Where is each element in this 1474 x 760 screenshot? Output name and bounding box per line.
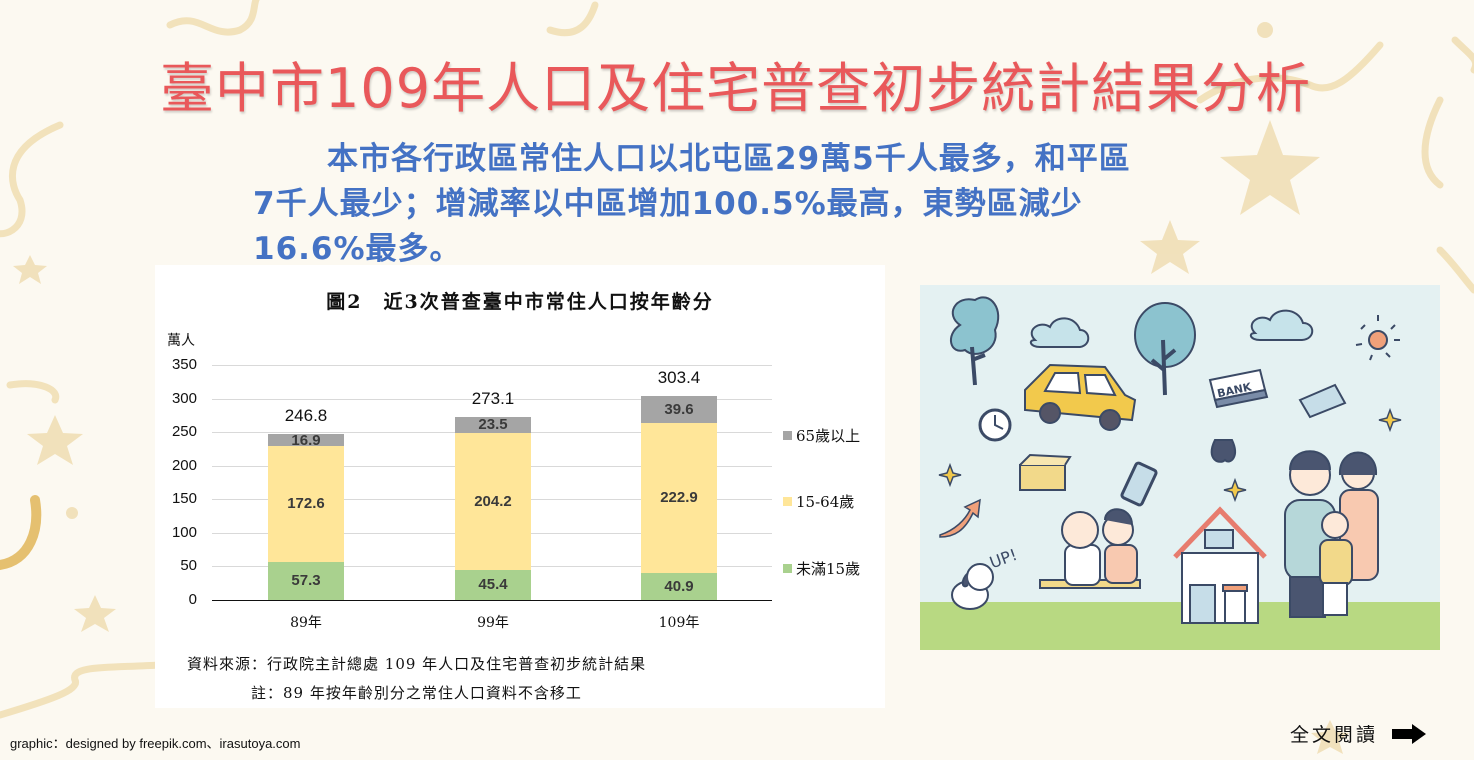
summary-line-1: 本市各行政區常住人口以北屯區29萬5千人最多，和平區 <box>327 141 1131 177</box>
slide-title: 臺中市109年人口及住宅普查初步統計結果分析 <box>160 57 1312 120</box>
legend-item: 未滿15歲 <box>783 558 860 579</box>
illustration-scene-icon: BANK UP! <box>920 296 1440 650</box>
read-more-label: 全文閱讀 <box>1290 724 1379 746</box>
summary-line-2: 7千人最少；增減率以中區增加100.5%最高，東勢區減少 <box>253 186 1083 222</box>
read-full-text-link[interactable]: 全文閱讀 <box>1290 720 1427 747</box>
bar-segment-未滿15歲: 45.4 <box>455 569 531 600</box>
family-house-illustration: BANK UP! <box>920 285 1440 650</box>
gridline <box>212 365 772 367</box>
bar-segment-65歲以上: 16.9 <box>268 432 344 449</box>
chart-note: 註：89 年按年齡別分之常住人口資料不含移工 <box>251 684 582 702</box>
legend-item: 15-64歲 <box>783 491 854 512</box>
y-tick-label: 150 <box>171 490 197 508</box>
summary-paragraph: 本市各行政區常住人口以北屯區29萬5千人最多，和平區 7千人最少；增減率以中區增… <box>253 137 1263 272</box>
y-tick-label: 50 <box>180 557 197 575</box>
x-axis-label: 89年 <box>290 615 322 631</box>
data-source: 資料來源：行政院主計總處 109 年人口及住宅普查初步統計結果 <box>187 655 647 673</box>
x-axis-label: 99年 <box>477 615 509 631</box>
chart-title: 圖2 近3次普查臺中市常住人口按年齡分 <box>326 291 714 313</box>
chart-panel: 圖2 近3次普查臺中市常住人口按年齡分 萬人 0 50 100 150 200 250 30… <box>155 265 885 708</box>
bar-segment-15-64歲: 222.9 <box>641 422 717 573</box>
bar-total-label: 303.4 <box>657 368 701 388</box>
summary-line-3: 16.6%最多。 <box>253 231 462 267</box>
x-axis-label: 109年 <box>658 615 700 631</box>
legend-label: 65歲以上 <box>796 427 861 445</box>
bar-total-label: 273.1 <box>471 388 515 408</box>
graphic-credit: graphic：designed by freepik.com、irasutoy… <box>10 736 301 751</box>
legend-label: 15-64歲 <box>796 493 855 511</box>
y-tick-label: 300 <box>171 389 197 407</box>
right-arrow-icon[interactable] <box>1392 723 1427 744</box>
bar-segment-65歲以上: 39.6 <box>641 396 717 423</box>
gridline <box>212 398 772 400</box>
legend-swatch-icon <box>783 564 792 573</box>
bar-segment-15-64歲: 172.6 <box>268 445 344 562</box>
bar-segment-15-64歲: 204.2 <box>455 432 531 570</box>
bar-segment-未滿15歲: 40.9 <box>641 572 717 600</box>
bar-total-label: 246.8 <box>284 406 328 426</box>
bar-segment-65歲以上: 23.5 <box>455 416 531 433</box>
legend-swatch-icon <box>783 497 792 506</box>
y-tick-label: 350 <box>171 356 197 374</box>
svg-text:UP!: UP! <box>987 545 1020 572</box>
y-axis-unit: 萬人 <box>167 333 195 349</box>
y-tick-label: 100 <box>171 523 197 541</box>
y-tick-label: 250 <box>171 423 197 441</box>
bar-segment-未滿15歲: 57.3 <box>268 561 344 600</box>
x-axis-line <box>212 600 772 601</box>
legend-label: 未滿15歲 <box>796 560 861 578</box>
y-tick-label: 0 <box>188 591 197 608</box>
y-tick-label: 200 <box>171 456 197 474</box>
legend-swatch-icon <box>783 431 792 440</box>
legend-item: 65歲以上 <box>783 425 860 446</box>
